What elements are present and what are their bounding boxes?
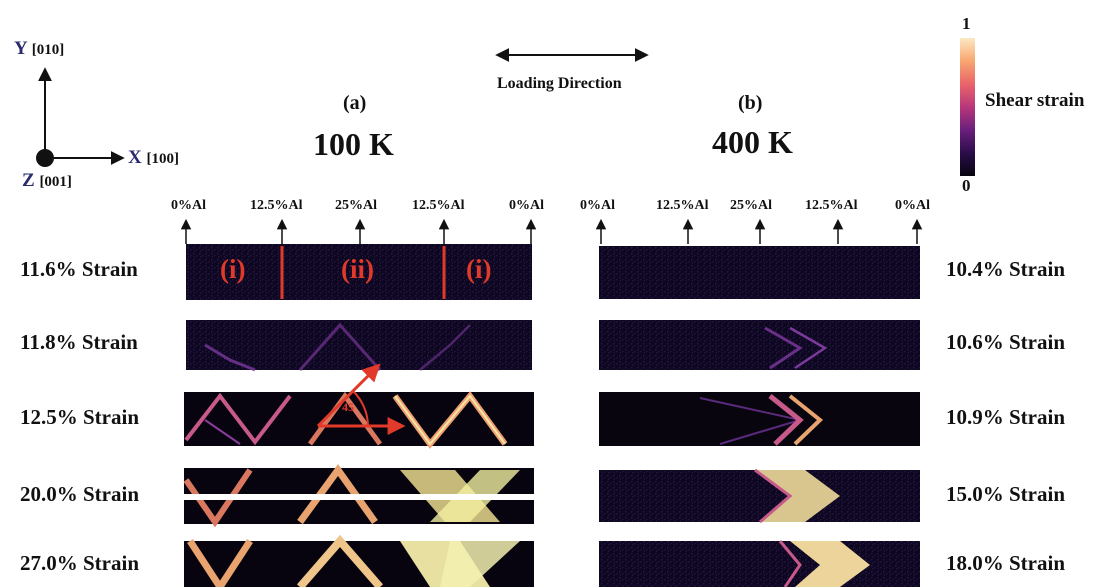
panel-b-temperature: 400 K [712, 124, 793, 160]
y-axis-name: Y [14, 38, 28, 59]
composition-label: 12.5%Al [250, 198, 303, 213]
composition-label: 0%Al [895, 198, 930, 213]
composition-label: 0%Al [509, 198, 544, 213]
z-axis-direction: [001] [39, 174, 72, 190]
composition-label: 25%Al [730, 198, 772, 213]
composition-arrows-a [180, 218, 537, 244]
strain-label: 12.5% Strain [20, 405, 140, 429]
coordinate-axes [36, 67, 125, 167]
panel-a-id: (a) [343, 92, 367, 114]
panel-a-strips [183, 244, 534, 587]
strip-b-row3 [599, 392, 920, 446]
colorbar-max-label: 1 [962, 14, 971, 33]
strain-label: 18.0% Strain [946, 551, 1066, 575]
panel-b-id: (b) [738, 92, 763, 114]
strip-b-row4 [599, 468, 920, 524]
strain-label: 11.6% Strain [20, 257, 138, 281]
z-axis-label: Z [001] [22, 170, 72, 192]
z-axis-dot [36, 149, 54, 167]
composition-label: 0%Al [580, 198, 615, 213]
panel-b-strips [599, 246, 920, 587]
strip-a-row5 [184, 534, 534, 587]
colorbar-title: Shear strain [985, 90, 1085, 111]
strip-b-row5 [599, 540, 920, 587]
diagonal-red-arrow [316, 363, 381, 428]
zone-label: (i) [466, 254, 492, 284]
strip-b-row2 [599, 320, 920, 370]
strain-label: 11.8% Strain [20, 330, 138, 354]
strip-a-row4 [183, 464, 534, 528]
strip-a-row3 [184, 391, 534, 449]
composition-label: 0%Al [171, 198, 206, 213]
strain-label: 27.0% Strain [20, 551, 140, 575]
colorbar [960, 38, 975, 176]
panel-a-temperature: 100 K [313, 126, 394, 162]
x-axis-direction: [100] [146, 151, 179, 167]
strip-b-row1 [599, 246, 920, 299]
z-axis-name: Z [22, 170, 35, 191]
strain-label: 20.0% Strain [20, 482, 140, 506]
colorbar-min-label: 0 [962, 176, 971, 195]
strain-label: 10.4% Strain [946, 257, 1066, 281]
angle-arc [352, 390, 369, 427]
x-axis-label: X [100] [128, 147, 179, 169]
strip-a-row2 [186, 320, 532, 372]
loading-direction-label: Loading Direction [497, 75, 622, 92]
composition-arrows-b [595, 218, 923, 244]
strip-a-row1 [186, 244, 532, 300]
composition-label: 12.5%Al [656, 198, 709, 213]
y-axis-label: Y [010] [14, 38, 64, 60]
strain-label: 15.0% Strain [946, 482, 1066, 506]
strain-label: 10.6% Strain [946, 330, 1066, 354]
y-axis-direction: [010] [31, 42, 65, 58]
composition-label: 25%Al [335, 198, 377, 213]
strain-label: 10.9% Strain [946, 405, 1066, 429]
zone-label: (i) [220, 254, 246, 284]
x-axis-name: X [128, 147, 142, 168]
angle-label: 45 [342, 400, 354, 414]
composition-label: 12.5%Al [412, 198, 465, 213]
angle-annotation [316, 363, 406, 435]
composition-label: 12.5%Al [805, 198, 858, 213]
zone-label: (ii) [341, 254, 374, 284]
